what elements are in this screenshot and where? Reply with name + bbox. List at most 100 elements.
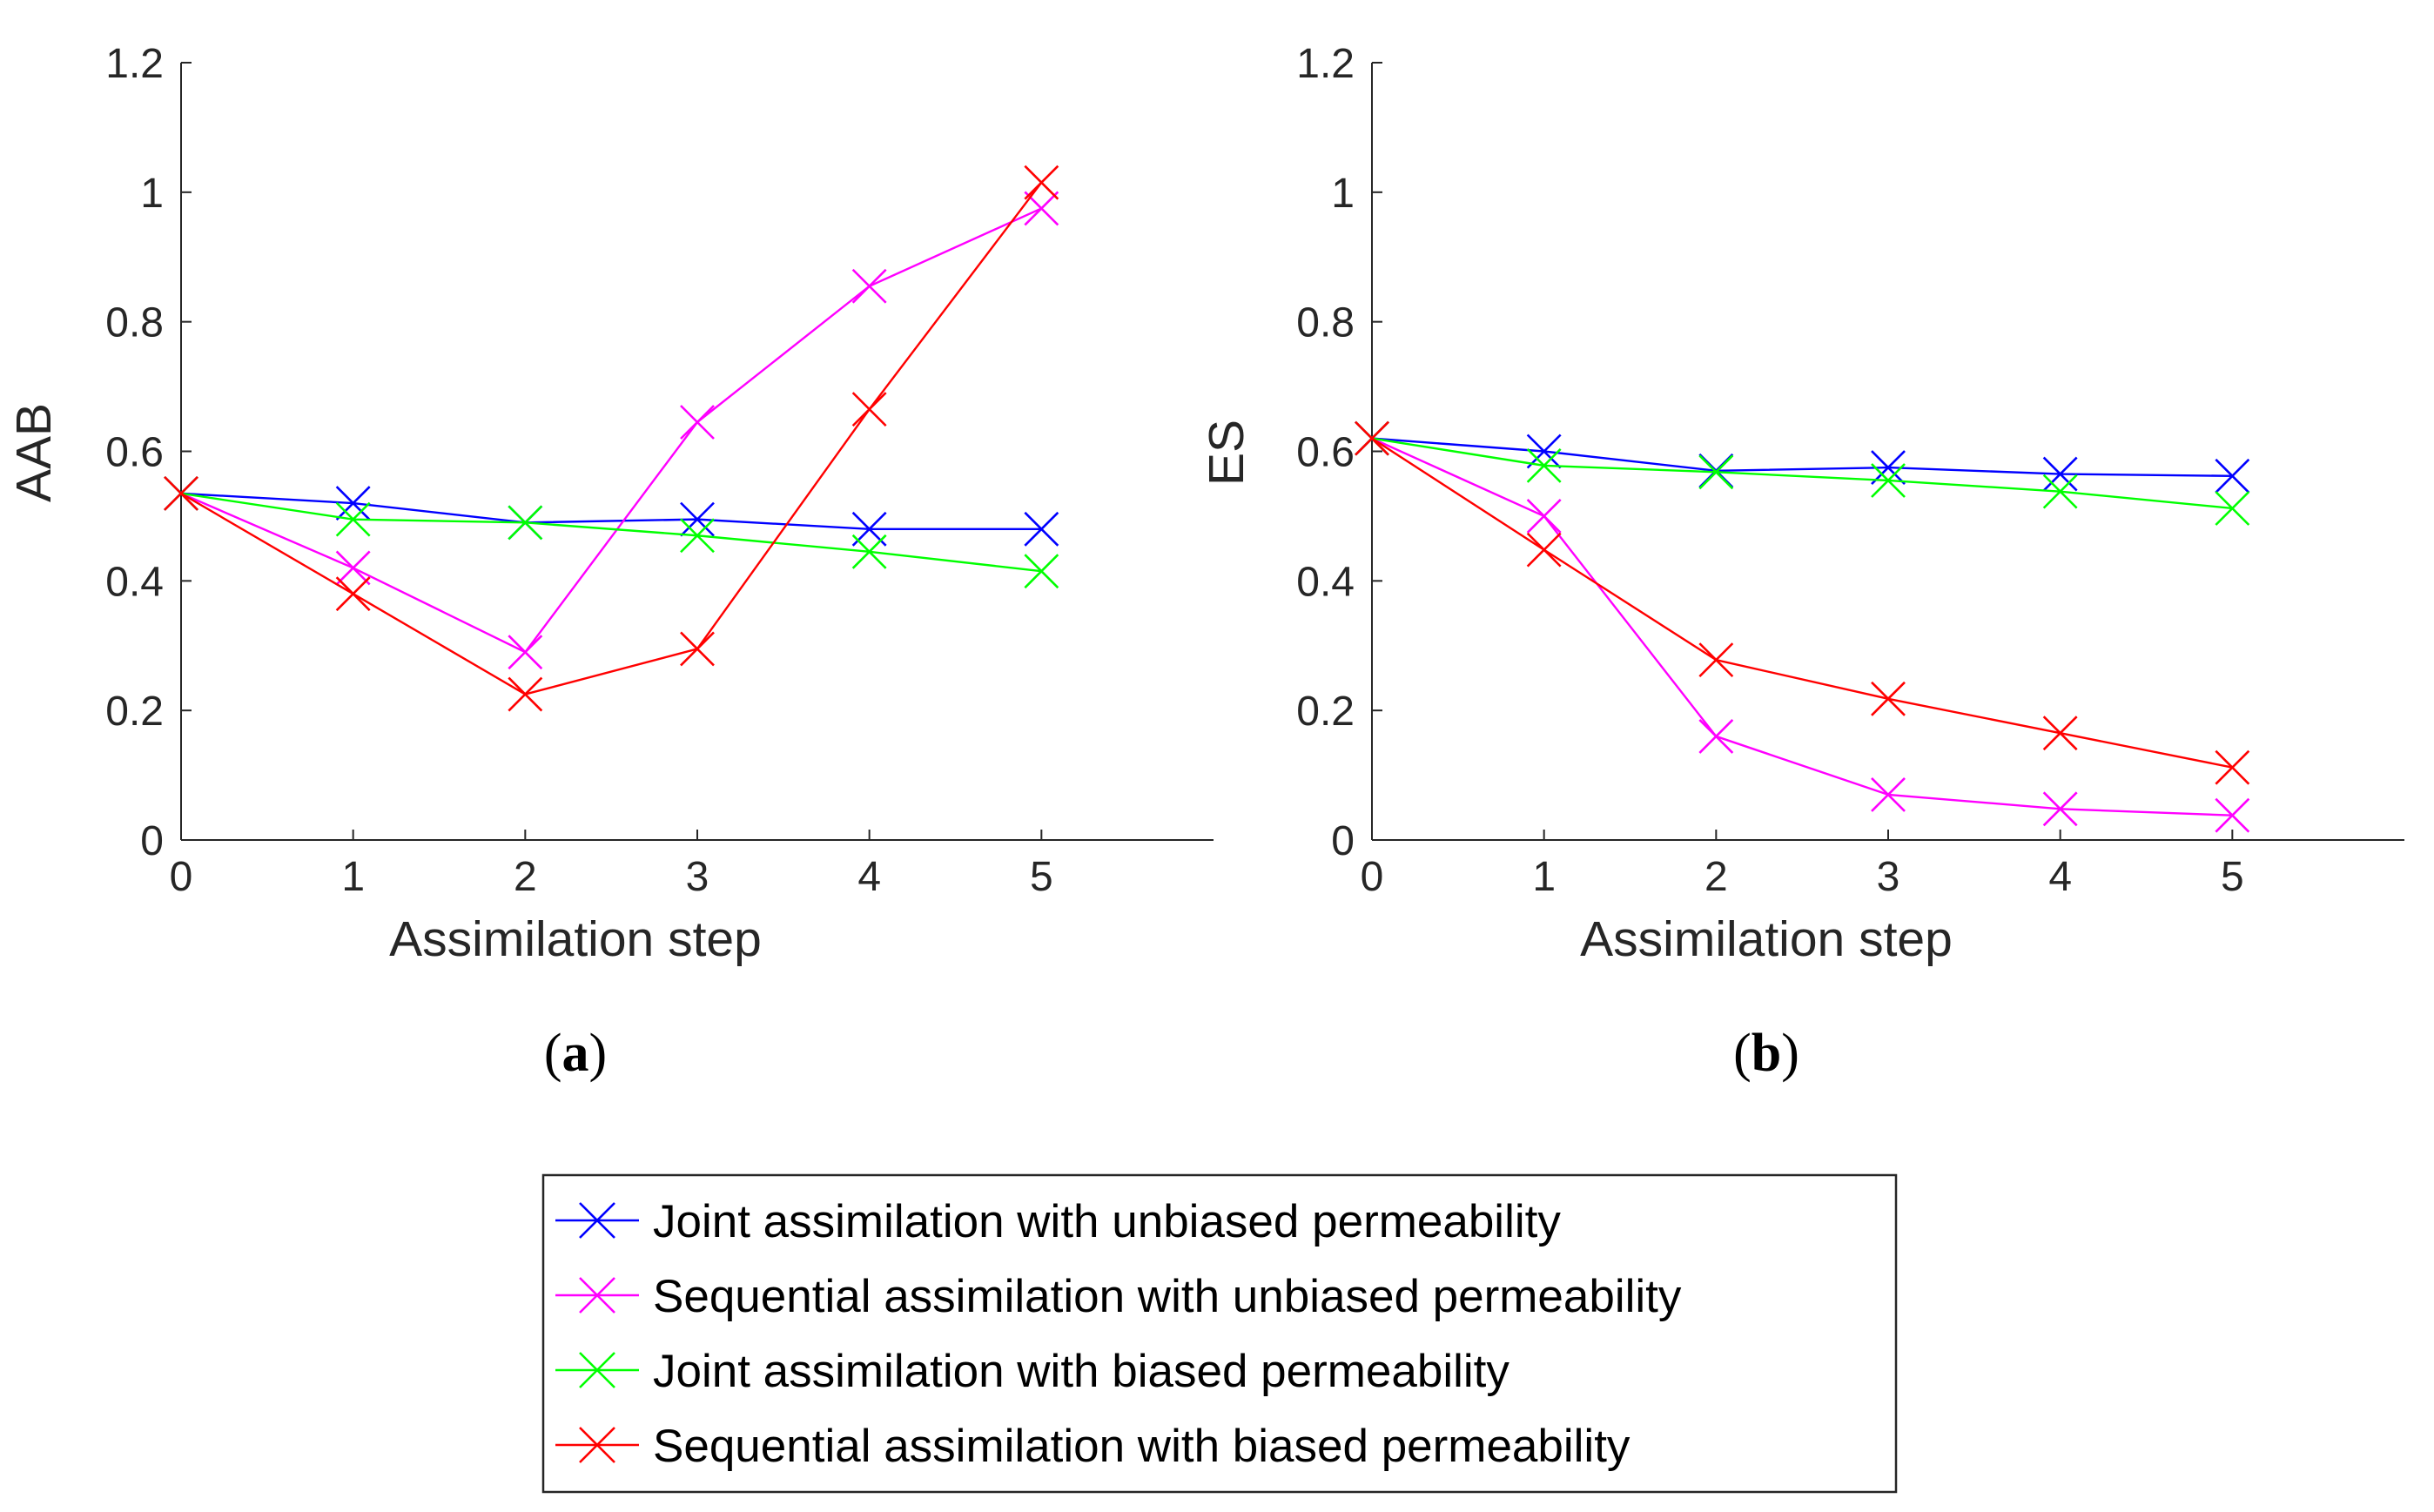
data-point: [851, 392, 887, 427]
panel-label-open: (: [544, 1024, 562, 1083]
data-point: [1526, 498, 1562, 534]
legend: Joint assimilation with unbiased permeab…: [541, 1173, 1898, 1494]
data-point: [2042, 716, 2078, 751]
series-line: [180, 181, 1043, 696]
y-tick-label: 0.8: [1296, 300, 1355, 346]
series-2: [1355, 420, 2250, 833]
y-tick-label: 0.8: [105, 300, 164, 346]
y-tick-label: 0: [140, 818, 164, 864]
data-point: [851, 534, 887, 569]
x-axis-label: Assimilation step: [389, 911, 762, 967]
data-point: [680, 501, 715, 537]
chart-panel-b: 0 1 2 3 4 5 0 0.2 0.4 0.6 0.8 1 1.2 Assimilation step…: [1199, 41, 2404, 1083]
data-point: [508, 635, 543, 670]
y-tick-label: 0.6: [1296, 430, 1355, 476]
data-point: [1871, 450, 1906, 486]
legend-label: Joint assimilation with unbiased permeab…: [653, 1196, 1561, 1247]
data-point: [1871, 776, 1906, 812]
data-point: [1698, 719, 1734, 754]
data-point: [2042, 456, 2078, 492]
x-tick-label: 0: [170, 854, 193, 900]
data-point: [680, 405, 715, 440]
data-point: [335, 501, 371, 537]
data-point: [1526, 447, 1562, 483]
data-point: [1024, 165, 1059, 200]
data-point: [1024, 511, 1059, 547]
data-point: [1526, 532, 1562, 568]
data-point: [164, 475, 198, 511]
data-point: [1698, 642, 1734, 678]
legend-marker: [579, 1352, 615, 1388]
data-point: [2215, 491, 2250, 526]
y-tick-label: 0.6: [105, 430, 164, 476]
data-point: [2042, 474, 2078, 509]
legend-entry: Joint assimilation with biased permeabil…: [555, 1346, 1509, 1397]
panel-label: (b): [1733, 1024, 1799, 1083]
legend-entry: Sequential assimilation with biased perm…: [555, 1421, 1631, 1472]
legend-label: Joint assimilation with biased permeabil…: [653, 1346, 1509, 1397]
x-tick-label: 1: [1532, 854, 1556, 900]
series-2: [164, 191, 1059, 670]
x-tick-label: 5: [2221, 854, 2244, 900]
panel-label-letter: b: [1752, 1024, 1781, 1083]
panel-label-close: ): [589, 1024, 608, 1083]
data-point: [1871, 681, 1906, 716]
data-point: [2215, 458, 2250, 494]
legend-entry: Sequential assimilation with unbiased pe…: [555, 1271, 1682, 1322]
series-3: [1355, 420, 2250, 526]
panel-label-open: (: [1733, 1024, 1752, 1083]
x-tick-label: 5: [1030, 854, 1053, 900]
data-point: [335, 550, 371, 586]
data-point: [1871, 463, 1906, 498]
data-point: [2042, 791, 2078, 827]
data-point: [1698, 454, 1734, 490]
legend-marker: [579, 1277, 615, 1314]
x-tick-label: 2: [1704, 854, 1728, 900]
y-tick-label: 1.2: [105, 41, 164, 87]
x-axis-label: Assimilation step: [1580, 911, 1953, 967]
data-point: [851, 268, 887, 304]
legend-box: [541, 1173, 1898, 1494]
series-3: [164, 475, 1059, 589]
legend-label: Sequential assimilation with unbiased pe…: [653, 1271, 1682, 1322]
y-axis-label: AAB: [6, 403, 62, 502]
data-point: [1024, 554, 1059, 589]
x-tick-label: 1: [341, 854, 365, 900]
y-tick-label: 0: [1331, 818, 1355, 864]
y-tick-label: 1.2: [1296, 41, 1355, 87]
data-point: [680, 631, 715, 667]
data-point: [2215, 749, 2250, 785]
x-tick-label: 4: [2048, 854, 2072, 900]
series-line: [180, 492, 1042, 573]
y-tick-label: 0.4: [105, 559, 164, 605]
data-point: [335, 486, 371, 521]
series-line: [180, 207, 1042, 654]
y-tick-label: 1: [1331, 171, 1355, 217]
panel-label-close: ): [1781, 1024, 1799, 1083]
data-point: [508, 676, 543, 712]
series-line: [180, 492, 1042, 530]
data-point: [508, 505, 543, 541]
data-point: [335, 576, 371, 612]
y-tick-label: 0.2: [105, 689, 164, 735]
series-4: [164, 165, 1059, 712]
data-point: [2215, 797, 2250, 833]
y-tick-label: 1: [140, 171, 164, 217]
x-tick-label: 2: [514, 854, 537, 900]
chart-panel-a: 0 1 2 3 4 5 0 0.2 0.4 0.6 0.8 1 1.2 Assimilation step…: [6, 41, 1214, 1083]
data-point: [680, 518, 715, 554]
series-line: [1371, 437, 2233, 477]
panel-label: (a): [544, 1024, 607, 1083]
series-line: [1371, 437, 2233, 816]
x-tick-label: 4: [857, 854, 881, 900]
y-tick-label: 0.4: [1296, 559, 1355, 605]
legend-marker: [579, 1202, 615, 1239]
y-axis-label: ES: [1199, 420, 1254, 486]
x-tick-label: 3: [686, 854, 709, 900]
series-line: [1371, 437, 2233, 510]
data-point: [1355, 420, 1389, 456]
legend-marker: [579, 1427, 615, 1463]
legend-entry: Joint assimilation with unbiased permeab…: [555, 1196, 1561, 1247]
data-point: [1526, 433, 1562, 469]
